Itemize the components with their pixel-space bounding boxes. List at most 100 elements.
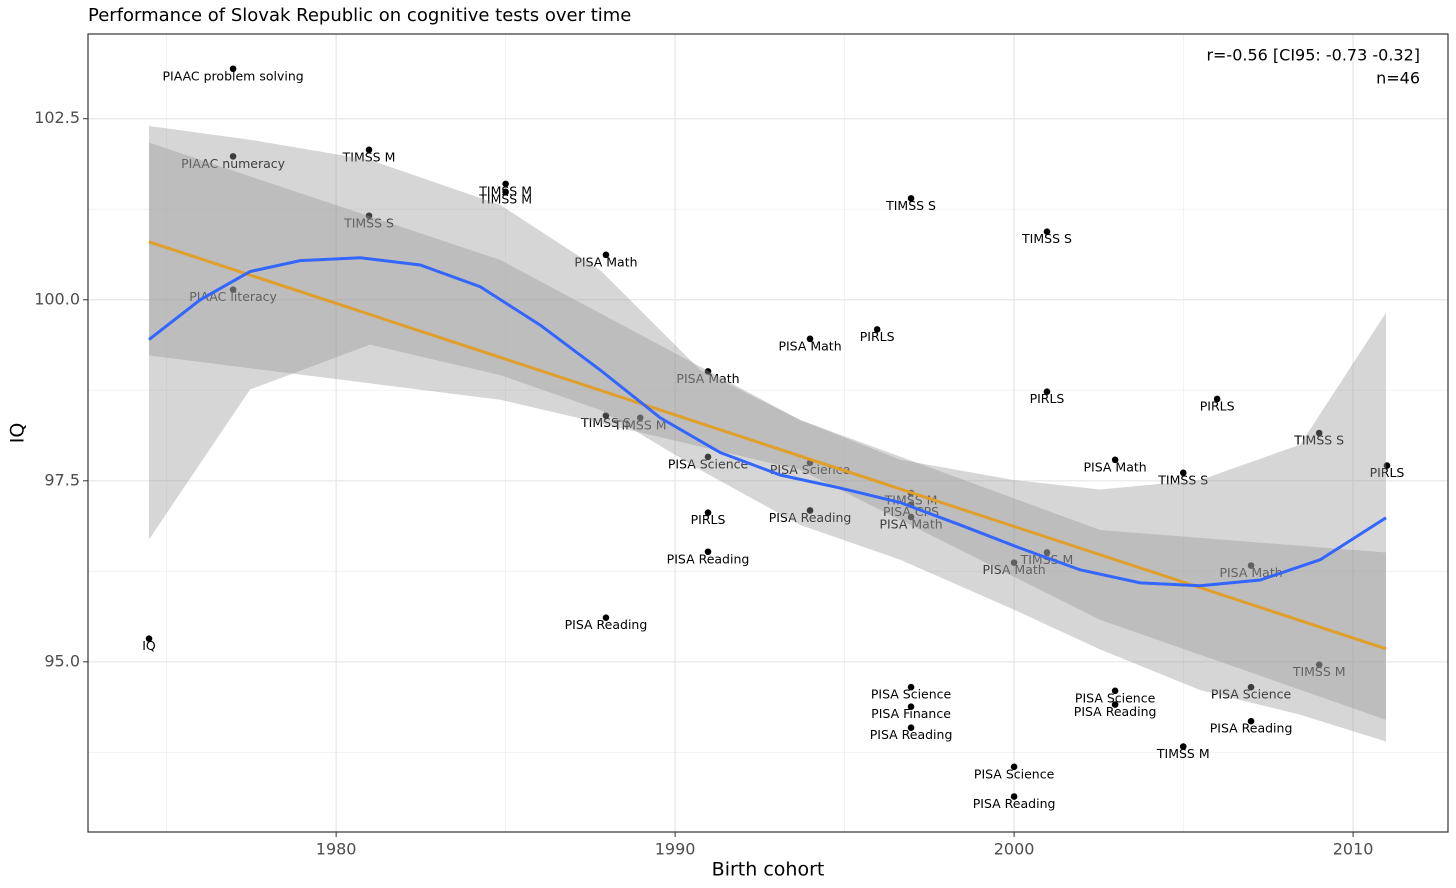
point: [907, 195, 915, 202]
point-label: PIRLS: [1370, 465, 1405, 480]
point: [704, 509, 712, 516]
point: [907, 683, 915, 691]
point-label: TIMSS S: [343, 215, 394, 230]
point: [907, 513, 915, 521]
point-label: PISA Reading: [1074, 704, 1157, 719]
point: [636, 414, 644, 422]
point-label: PIRLS: [860, 329, 895, 344]
point: [1383, 462, 1391, 469]
point: [1247, 562, 1255, 569]
point-label: TIMSS M: [478, 191, 532, 206]
point-label: TIMSS S: [1021, 231, 1072, 246]
point: [602, 251, 610, 259]
fit-line: [148, 240, 1387, 651]
point: [1315, 429, 1323, 437]
point-label: TIMSS M: [342, 149, 396, 164]
point: [704, 453, 712, 461]
point: [229, 65, 237, 73]
plot-background: [88, 34, 1448, 832]
annotation: r=-0.56 [CI95: -0.73 -0.32]: [1206, 46, 1420, 65]
point: [1111, 687, 1119, 695]
point: [1010, 559, 1018, 566]
point-label: PISA Science: [974, 766, 1055, 781]
point: [1043, 549, 1051, 556]
point: [704, 368, 712, 375]
point-label: PISA Reading: [769, 510, 852, 525]
point-label: IQ: [142, 638, 156, 653]
chart-title: Performance of Slovak Republic on cognit…: [88, 5, 631, 26]
point: [1010, 763, 1018, 771]
point: [502, 180, 509, 188]
point-label: PISA Science: [871, 687, 952, 702]
x-axis-title: Birth cohort: [712, 859, 825, 881]
point: [1315, 661, 1323, 669]
point-label: PIRLS: [1030, 391, 1065, 406]
point-label: PISA Finance: [871, 706, 951, 721]
point: [1247, 717, 1255, 725]
point: [704, 548, 712, 556]
point: [907, 724, 915, 732]
point-label: TIMSS M: [1292, 664, 1346, 679]
point: [1179, 469, 1187, 477]
plot-border: [87, 33, 1449, 833]
point-label: TIMSS M: [613, 417, 667, 432]
point-label: PIAAC numeracy: [181, 156, 286, 171]
point-label: PISA Math: [983, 562, 1046, 577]
point-label: PISA Reading: [667, 551, 750, 566]
point: [602, 614, 610, 621]
point-label: PIRLS: [1200, 398, 1235, 413]
point-label: PISA Science: [1211, 687, 1292, 702]
point: [1213, 395, 1221, 403]
y-tick-label: 95.0: [44, 651, 80, 670]
x-tick-label: 2010: [1333, 840, 1374, 859]
point-label: PISA Math: [879, 517, 942, 532]
fit-line: [148, 256, 1387, 588]
point-label: PISA Math: [778, 338, 841, 353]
point: [1179, 743, 1187, 750]
point: [145, 635, 153, 642]
point: [602, 412, 610, 419]
point-label: PISA Math: [574, 254, 637, 269]
point-label: PISA Reading: [565, 617, 648, 632]
x-tick-label: 1990: [655, 840, 696, 859]
point-label: PIAAC problem solving: [162, 68, 303, 83]
point: [365, 146, 373, 154]
point: [1043, 228, 1051, 235]
y-axis-title: IQ: [7, 423, 29, 444]
confidence-band: [149, 142, 1386, 720]
point-label: PISA Reading: [870, 727, 953, 742]
point: [806, 507, 814, 514]
point-label: TIMSS S: [1293, 433, 1344, 448]
point-label: PIRLS: [691, 512, 726, 527]
point: [1111, 701, 1119, 708]
y-tick-label: 97.5: [44, 470, 80, 489]
point-label: PISA Math: [676, 371, 739, 386]
x-tick-label: 2000: [994, 840, 1035, 859]
y-tick-label: 102.5: [34, 108, 80, 127]
point: [229, 153, 237, 160]
point: [873, 326, 881, 333]
point-label: TIMSS S: [885, 198, 936, 213]
point-label: PISA Science: [668, 456, 749, 471]
point: [1111, 456, 1119, 464]
annotation: n=46: [1376, 69, 1420, 88]
point-label: PISA Reading: [973, 796, 1056, 811]
point: [806, 335, 814, 343]
point-label: PISA CPS: [883, 504, 939, 519]
point: [229, 286, 237, 293]
point-label: PISA Science: [1075, 690, 1156, 705]
point-label: PISA Reading: [1210, 721, 1293, 736]
point-label: TIMSS M: [1156, 746, 1210, 761]
point: [502, 188, 509, 196]
point: [365, 212, 373, 220]
y-tick-label: 100.0: [34, 289, 80, 308]
point: [1010, 793, 1018, 800]
point: [907, 703, 915, 711]
point-label: TIMSS S: [580, 415, 631, 430]
point: [1247, 683, 1255, 691]
point-label: TIMSS S: [1157, 472, 1208, 487]
x-tick-label: 1980: [316, 840, 357, 859]
point-label: TIMSS M: [478, 183, 532, 198]
point-label: PISA Math: [1084, 459, 1147, 474]
